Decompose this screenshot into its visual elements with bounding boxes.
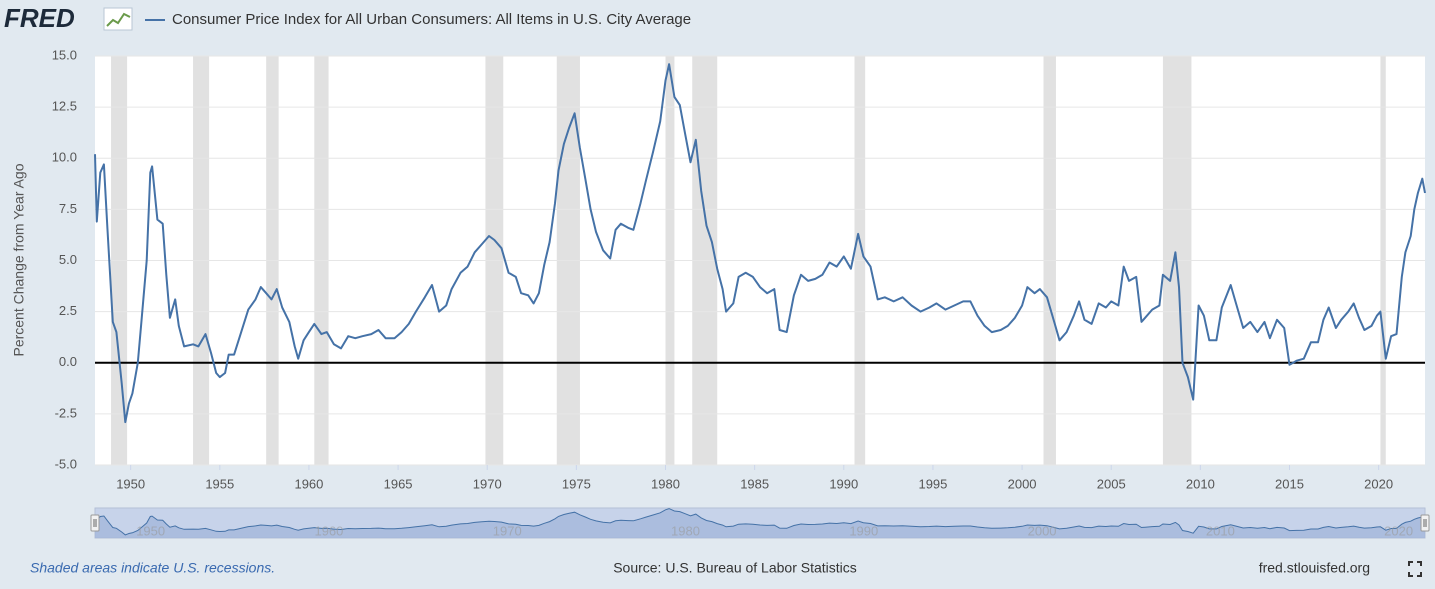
y-tick-label: 15.0 (52, 47, 77, 62)
y-tick-label: -5.0 (55, 456, 77, 471)
navigator-handle[interactable] (90, 514, 100, 532)
x-tick-label: 2020 (1364, 476, 1393, 491)
y-tick-label: -2.5 (55, 405, 77, 420)
navigator-label: 2000 (1028, 523, 1057, 538)
y-tick-label: 5.0 (59, 252, 77, 267)
fullscreen-icon[interactable] (1408, 561, 1422, 577)
logo-icon (103, 7, 133, 31)
y-tick-label: 2.5 (59, 303, 77, 318)
y-tick-label: 10.0 (52, 150, 77, 165)
navigator-label: 1980 (671, 523, 700, 538)
y-tick-label: 0.0 (59, 354, 77, 369)
x-tick-label: 1980 (651, 476, 680, 491)
navigator-line (94, 508, 1426, 536)
x-tick-label: 1990 (829, 476, 858, 491)
navigator-label: 1950 (136, 523, 165, 538)
source: Source: U.S. Bureau of Labor Statistics (613, 560, 857, 576)
recession-note: Shaded areas indicate U.S. recessions. (30, 560, 275, 576)
site-url: fred.stlouisfed.org (1259, 560, 1370, 576)
navigator-label: 1970 (493, 523, 522, 538)
x-tick-label: 2005 (1097, 476, 1126, 491)
x-tick-label: 1960 (294, 476, 323, 491)
x-tick-label: 2015 (1275, 476, 1304, 491)
y-tick-label: 12.5 (52, 99, 77, 114)
y-tick-label: 7.5 (59, 201, 77, 216)
logo: FRED (4, 3, 75, 33)
navigator-label: 2020 (1384, 523, 1413, 538)
navigator-handle[interactable] (1420, 514, 1430, 532)
x-tick-label: 1955 (205, 476, 234, 491)
navigator-label: 1990 (849, 523, 878, 538)
navigator-area (95, 508, 1425, 538)
navigator-label: 1960 (314, 523, 343, 538)
y-axis-label: Percent Change from Year Ago (11, 163, 27, 356)
x-tick-label: 1950 (116, 476, 145, 491)
data-line (94, 63, 1426, 424)
legend-label: Consumer Price Index for All Urban Consu… (172, 11, 691, 28)
x-tick-label: 2000 (1008, 476, 1037, 491)
x-tick-label: 1975 (562, 476, 591, 491)
x-tick-label: 1965 (384, 476, 413, 491)
x-tick-label: 1970 (473, 476, 502, 491)
x-tick-label: 1995 (918, 476, 947, 491)
x-tick-label: 2010 (1186, 476, 1215, 491)
x-tick-label: 1985 (740, 476, 769, 491)
navigator-label: 2010 (1206, 523, 1235, 538)
